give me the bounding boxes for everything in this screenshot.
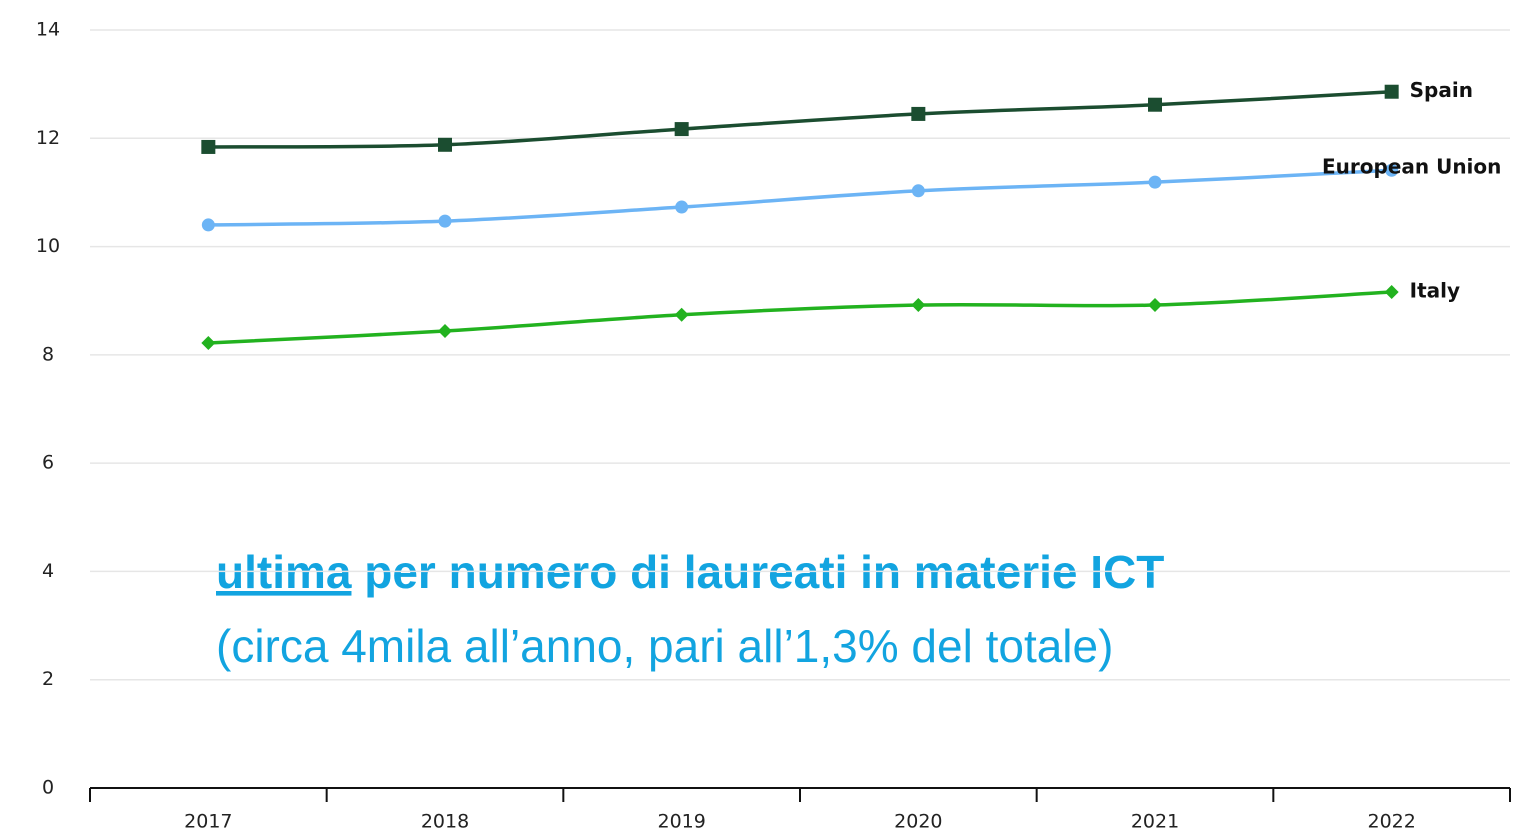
y-tick-label: 8	[42, 343, 54, 365]
x-tick-label: 2022	[1367, 811, 1415, 833]
y-tick-label: 0	[42, 777, 54, 799]
series-label: Italy	[1410, 279, 1460, 303]
y-tick-label: 2	[42, 668, 54, 690]
marker	[438, 137, 452, 152]
marker	[1385, 163, 1399, 177]
series-label: European Union	[1322, 155, 1501, 179]
marker	[911, 184, 925, 198]
marker	[911, 106, 926, 121]
x-tick-label: 2018	[421, 811, 469, 833]
series-label: Spain	[1410, 78, 1473, 102]
marker	[674, 307, 689, 322]
annotation-subtext: (circa 4mila all’anno, pari all’1,3% del…	[216, 620, 1113, 672]
marker	[1148, 298, 1162, 313]
marker	[1384, 84, 1399, 99]
y-tick-label: 10	[36, 235, 60, 257]
y-tick-label: 14	[36, 19, 60, 41]
marker	[201, 139, 216, 154]
x-tick-label: 2017	[184, 811, 232, 833]
marker	[201, 218, 215, 232]
x-tick-label: 2021	[1131, 811, 1179, 833]
marker	[438, 214, 452, 228]
marker	[201, 335, 216, 350]
y-tick-label: 6	[42, 452, 54, 474]
y-tick-label: 12	[36, 127, 60, 149]
marker	[675, 200, 689, 214]
marker	[1384, 285, 1399, 300]
series-line	[208, 168, 1392, 227]
marker	[438, 324, 452, 339]
marker	[1148, 97, 1162, 112]
y-tick-label: 4	[42, 560, 54, 582]
marker	[911, 298, 926, 313]
series-line	[208, 290, 1392, 345]
x-tick-label: 2020	[894, 811, 942, 833]
marker	[1148, 175, 1162, 189]
marker	[674, 122, 689, 137]
x-tick-label: 2019	[657, 811, 705, 833]
series-line	[208, 89, 1392, 149]
